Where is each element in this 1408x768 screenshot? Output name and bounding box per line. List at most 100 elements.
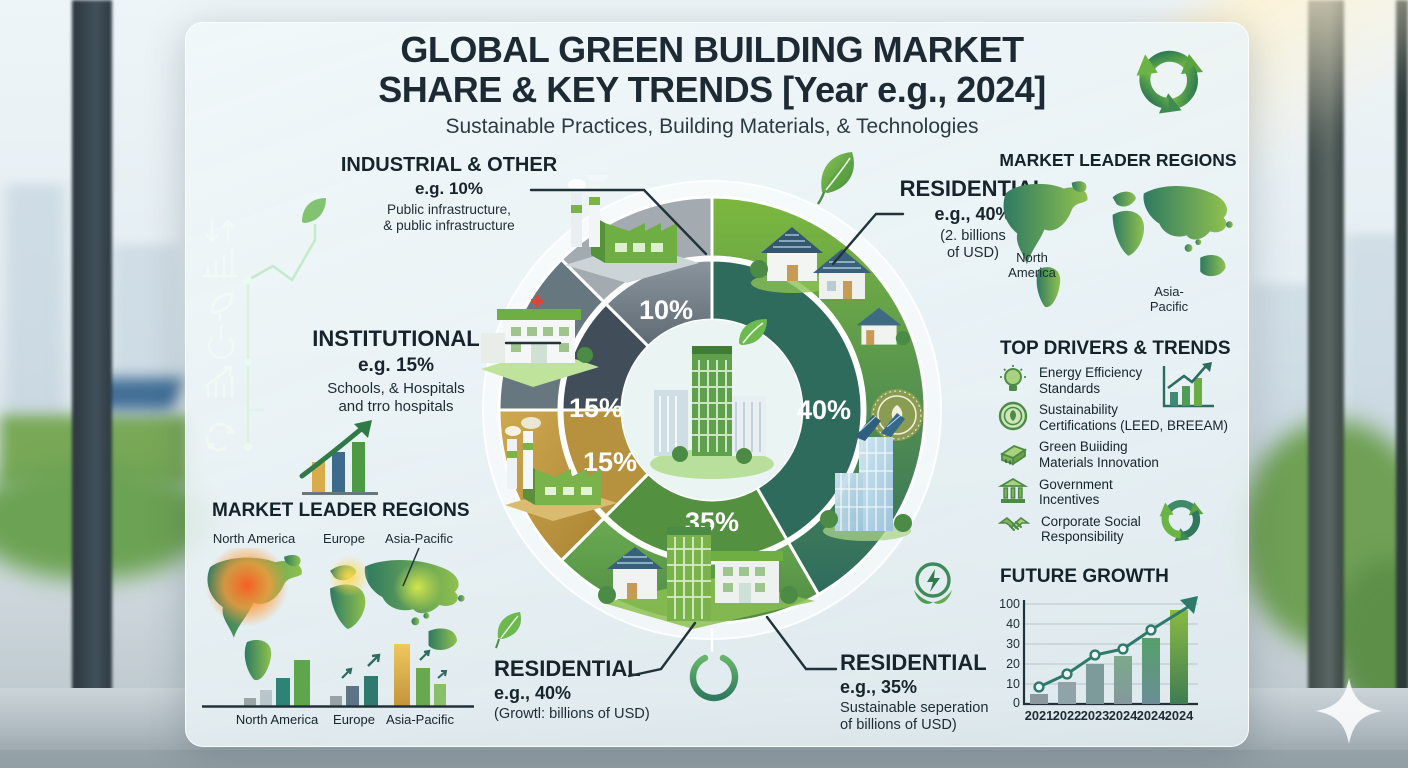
region-label-asia-pacific: Asia-Pacific — [385, 531, 453, 546]
callout-title: RESIDENTIAL — [840, 650, 987, 675]
industrial-factory-illustration — [565, 175, 699, 283]
donut-label-15-slate: 15% — [569, 393, 623, 423]
callout-desc: Public infrastructure, — [387, 202, 511, 217]
x-label: 2022 — [1053, 708, 1081, 723]
driver-label: Corporate Social — [1041, 513, 1141, 529]
callout-value: e.g., 40% — [494, 683, 572, 703]
market-share-donut-chart: 10% 40% 35% 15% 15% — [481, 175, 942, 640]
map-label-north-america: North America — [1008, 250, 1056, 280]
region-label-europe: Europe — [323, 531, 365, 546]
swap-arrows-icon — [205, 218, 235, 244]
glass-towers-illustration — [820, 413, 912, 541]
callout-institutional: INSTITUTIONAL e.g. 15% Schools, & Hospit… — [280, 326, 512, 416]
region-label-north-america: North America — [212, 531, 296, 546]
callout-desc: and trro hospitals — [338, 398, 454, 415]
region-bars-chart: North America Europe Asia-Pacific — [202, 644, 474, 727]
driver-label: Energy Efficiency — [1039, 365, 1143, 380]
y-tick: 0 — [1013, 696, 1020, 710]
callout-industrial: INDUSTRIAL & OTHER e.g. 10% Public infra… — [330, 154, 568, 234]
world-map-bottom-heat — [205, 548, 465, 681]
residential-houses-illustration — [750, 227, 911, 346]
callout-value: e.g., 40% — [934, 204, 1012, 224]
chart-up-icon — [204, 365, 234, 398]
floor-edge — [0, 750, 1408, 768]
power-icon — [689, 650, 739, 702]
connector-residential-bottom-left — [627, 621, 697, 678]
top-drivers-list: Energy Efficiency Standards Sustainabili… — [998, 364, 1250, 550]
title-block: GLOBAL GREEN BUILDING MARKET SHARE & KEY… — [352, 30, 1072, 139]
materials-icon — [1000, 445, 1027, 467]
connector-industrial — [529, 188, 708, 256]
heat-spot-north-america — [205, 548, 289, 627]
gold-factory-illustration — [505, 417, 617, 521]
handshake-icon — [998, 516, 1030, 531]
top-drivers-heading: TOP DRIVERS & TRENDS — [1000, 338, 1231, 359]
institutional-hospital-illustration — [481, 295, 599, 387]
callout-desc: Sustainable seperation — [840, 700, 989, 716]
axis-label: Europe — [333, 712, 375, 727]
green-energy-icon — [914, 562, 952, 604]
growth-bars-icon — [1162, 362, 1214, 408]
x-label: 2024 — [1109, 708, 1138, 723]
donut-label-15-gold: 15% — [583, 447, 637, 477]
window-frame-left — [72, 0, 112, 768]
callout-desc: (Growtl: billions of USD) — [494, 706, 650, 722]
driver-item: Corporate Social Responsibility — [998, 513, 1250, 545]
leaf-icon — [302, 198, 326, 223]
bar-2024a — [1114, 656, 1132, 704]
market-regions-bottom-heading: MARKET LEADER REGIONS — [212, 500, 470, 521]
driver-label: Sustainability — [1039, 402, 1118, 418]
driver-label: Incentives — [1039, 492, 1100, 508]
callout-value: e.g. 15% — [357, 355, 435, 376]
driver-item: Energy Efficiency Standards — [998, 364, 1250, 396]
world-map-top — [1003, 181, 1233, 308]
driver-label: Government — [1039, 476, 1113, 492]
lightbulb-icon — [1000, 365, 1026, 391]
driver-label: Green Buiiding — [1039, 439, 1128, 455]
callout-residential-bottom-right: RESIDENTIAL e.g., 35% Sustainable sepera… — [840, 650, 1060, 734]
callout-title: INSTITUTIONAL — [312, 326, 480, 351]
heat-spot-europe — [327, 555, 370, 598]
bar-2024c — [1170, 610, 1188, 704]
driver-label: Standards — [1039, 380, 1101, 396]
bars-icon — [202, 248, 238, 278]
market-regions-top-heading: MARKET LEADER REGIONS — [999, 150, 1237, 170]
axis-label: North America — [236, 712, 319, 727]
connector-asia-pacific-map — [402, 547, 420, 587]
bar-2021 — [1030, 694, 1048, 704]
driver-item: Government Incentives — [998, 476, 1250, 508]
page-subtitle: Sustainable Practices, Building Material… — [445, 115, 979, 138]
donut-label-10: 10% — [639, 295, 693, 325]
mixed-buildings-illustration — [598, 527, 815, 629]
certification-badge-icon — [998, 401, 1028, 431]
power-icon — [207, 324, 235, 360]
callout-residential-bottom-left: RESIDENTIAL e.g., 40% (Growtl: billions … — [494, 656, 724, 722]
callout-desc: & public infrastructure — [383, 218, 515, 233]
y-tick: 40 — [1006, 617, 1020, 631]
callout-desc: of billions of USD) — [840, 717, 957, 733]
page-title-line1: GLOBAL GREEN BUILDING MARKET — [400, 29, 1024, 70]
callout-value: e.g., 35% — [840, 677, 918, 697]
y-tick: 10 — [1006, 677, 1020, 691]
government-icon — [998, 477, 1028, 503]
x-label: 2023 — [1081, 708, 1109, 723]
leaf-icon — [210, 292, 234, 322]
bar-2022 — [1058, 682, 1076, 704]
connector-residential-bottom-right — [765, 615, 838, 671]
axis-label: Asia-Pacific — [386, 712, 454, 727]
bar-2023 — [1086, 664, 1104, 704]
callout-title: INDUSTRIAL & OTHER — [340, 154, 558, 176]
callout-desc: of USD) — [947, 245, 999, 261]
future-growth-heading: FUTURE GROWTH — [1000, 566, 1169, 587]
center-green-building-illustration — [650, 319, 774, 479]
future-growth-chart: 100 40 30 20 10 0 2021 2022 2023 2024 20… — [999, 596, 1198, 723]
recycle-icon — [1136, 50, 1203, 114]
driver-label: Materials Innovation — [1039, 454, 1159, 470]
callout-desc: Schools, & Hospitals — [327, 380, 465, 397]
donut-label-40: 40% — [797, 395, 851, 425]
eco-icon-strip — [202, 198, 326, 452]
bar-2024b — [1142, 638, 1160, 704]
y-tick: 30 — [1006, 637, 1020, 651]
leaf-icon — [495, 612, 522, 649]
